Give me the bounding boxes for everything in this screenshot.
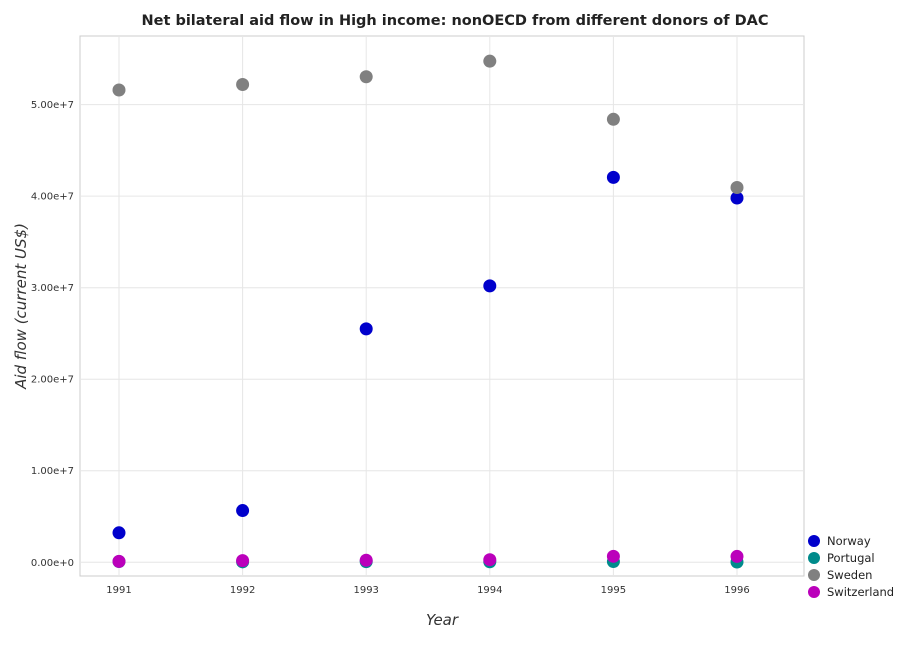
point-norway-1993 xyxy=(359,322,373,336)
legend-marker-norway xyxy=(808,535,820,547)
x-tick-label: 1994 xyxy=(477,585,502,596)
legend: Norway Portugal Sweden Switzerland xyxy=(808,534,894,599)
point-norway-1996 xyxy=(730,191,744,205)
x-axis-ticks: 1991 1992 1993 1994 1995 1996 xyxy=(106,585,749,596)
y-axis-ticks: 0.00e+0 1.00e+7 2.00e+7 3.00e+7 4.00e+7 5.00e… xyxy=(31,100,74,569)
point-sweden-1993 xyxy=(359,70,373,84)
legend-label-norway: Norway xyxy=(827,534,871,548)
point-sweden-1992 xyxy=(236,78,250,92)
point-switzerland-1992 xyxy=(236,554,250,568)
point-sweden-1994 xyxy=(483,54,497,68)
point-norway-1991 xyxy=(112,526,126,540)
legend-marker-portugal xyxy=(808,552,820,564)
point-norway-1994 xyxy=(483,279,497,293)
chart-title: Net bilateral aid flow in High income: n… xyxy=(142,13,769,29)
grid-lines xyxy=(80,36,804,576)
point-switzerland-1996 xyxy=(730,549,744,563)
point-switzerland-1991 xyxy=(112,554,126,568)
y-axis-title: Aid flow (current US$) xyxy=(12,223,30,390)
point-norway-1992 xyxy=(236,504,250,518)
y-tick-label: 2.00e+7 xyxy=(31,375,74,386)
series-norway xyxy=(112,170,744,540)
y-tick-label: 1.00e+7 xyxy=(31,466,74,477)
legend-label-sweden: Sweden xyxy=(827,568,872,582)
legend-label-portugal: Portugal xyxy=(827,551,875,565)
point-switzerland-1993 xyxy=(359,553,373,567)
series-switzerland xyxy=(112,549,744,568)
legend-marker-switzerland xyxy=(808,586,820,598)
point-norway-1995 xyxy=(606,170,620,184)
y-tick-label: 3.00e+7 xyxy=(31,283,74,294)
y-tick-label: 4.00e+7 xyxy=(31,192,74,203)
point-sweden-1996 xyxy=(730,180,744,194)
y-tick-label: 0.00e+0 xyxy=(31,558,74,569)
point-switzerland-1994 xyxy=(483,553,497,567)
point-sweden-1995 xyxy=(606,112,620,126)
y-tick-label: 5.00e+7 xyxy=(31,100,74,111)
x-tick-label: 1996 xyxy=(724,585,749,596)
x-tick-label: 1991 xyxy=(106,585,131,596)
legend-label-switzerland: Switzerland xyxy=(827,585,894,599)
x-axis-title: Year xyxy=(426,611,459,629)
x-tick-label: 1993 xyxy=(353,585,378,596)
plot-area xyxy=(79,35,805,577)
point-switzerland-1995 xyxy=(606,549,620,563)
data-points xyxy=(112,54,744,569)
legend-marker-sweden xyxy=(808,569,820,581)
point-sweden-1991 xyxy=(112,83,126,97)
series-sweden xyxy=(112,54,744,194)
x-tick-label: 1992 xyxy=(230,585,255,596)
x-tick-label: 1995 xyxy=(601,585,626,596)
